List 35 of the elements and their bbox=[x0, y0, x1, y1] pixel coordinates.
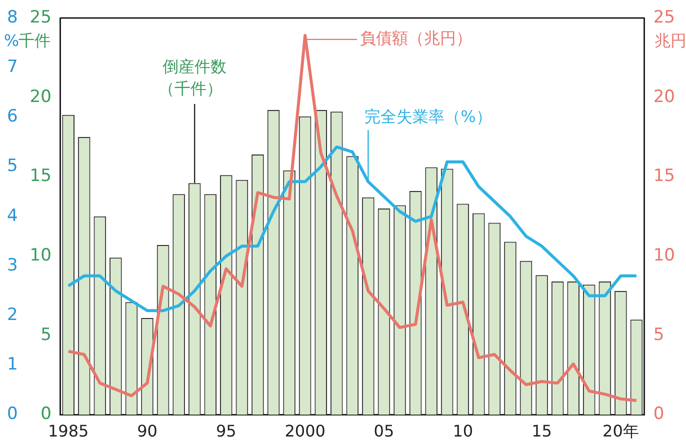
x-tick-label: 10 bbox=[452, 422, 474, 441]
y-tick-label: 10 bbox=[30, 246, 52, 266]
y3-tick-label: 4 bbox=[6, 206, 18, 226]
y-tick-label: 15 bbox=[30, 166, 52, 186]
y3-tick-label: 5 bbox=[6, 156, 18, 176]
y-tick-label: 25 bbox=[30, 7, 52, 28]
y2-axis-title: 兆円 bbox=[654, 31, 686, 50]
y2-tick-label: 15 bbox=[653, 166, 676, 186]
y3-tick-label: 0 bbox=[6, 404, 18, 424]
y-tick-label: 20 bbox=[30, 86, 52, 107]
y2-tick-label: 25 bbox=[653, 7, 676, 28]
y3-tick-label: 3 bbox=[6, 255, 18, 276]
legend-label: 負債額（兆円） bbox=[360, 28, 472, 48]
y-tick-label: 0 bbox=[40, 404, 52, 424]
x-tick-label: 15 bbox=[532, 422, 552, 441]
series-label: 完全失業率（%） bbox=[364, 107, 492, 126]
x-tick-label: 95 bbox=[216, 422, 236, 441]
y3-axis-title: % bbox=[4, 31, 20, 50]
x-tick-label: 2000 bbox=[284, 422, 326, 441]
y-axis-title: 千件 bbox=[18, 31, 50, 50]
x-tick-label: 90 bbox=[137, 422, 158, 441]
text: 倒産件数（千件） bbox=[158, 57, 227, 98]
y3-tick-label: 2 bbox=[6, 305, 18, 326]
y3-tick-label: 7 bbox=[6, 57, 18, 78]
y3-tick-label: 6 bbox=[6, 106, 18, 127]
y2-tick-label: 5 bbox=[653, 324, 664, 345]
y2-tick-label: 20 bbox=[653, 86, 676, 107]
y2-tick-label: 0 bbox=[653, 404, 664, 424]
y2-tick-label: 10 bbox=[653, 246, 676, 266]
y3-tick-label: 8 bbox=[6, 7, 18, 28]
y3-tick-label: 1 bbox=[6, 354, 18, 375]
y-tick-label: 5 bbox=[40, 324, 52, 345]
x-tick-label: 1985 bbox=[48, 422, 89, 441]
x-tick-label: 05 bbox=[374, 422, 394, 441]
x-tick-label: 20年 bbox=[602, 422, 639, 441]
